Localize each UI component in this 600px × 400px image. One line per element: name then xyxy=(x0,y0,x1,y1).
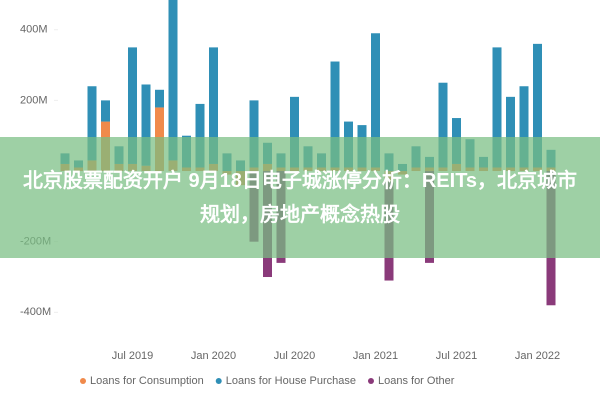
y-tick-label: 400M xyxy=(20,24,48,36)
bar-segment xyxy=(249,100,259,168)
legend-marker xyxy=(80,378,86,384)
bar-segment xyxy=(533,43,542,168)
bar-segment xyxy=(519,86,529,168)
bar-segment xyxy=(290,96,299,168)
banner: 北京股票配资开户 9月18日电子城涨停分析：REITs，北京城市规划，房地产概念… xyxy=(0,137,600,258)
y-tick-label: 200M xyxy=(20,94,48,106)
bar-segment xyxy=(101,100,110,122)
legend-label: Loans for Consumption xyxy=(90,375,204,387)
bar-segment xyxy=(87,86,97,161)
x-tick-label: Jul 2019 xyxy=(112,350,154,362)
bar-segment xyxy=(506,96,515,168)
bar-segment xyxy=(168,0,178,161)
banner-text: 北京股票配资开户 9月18日电子城涨停分析：REITs，北京城市规划，房地产概念… xyxy=(22,169,578,226)
bar-segment xyxy=(209,47,218,164)
bar-segment xyxy=(128,47,137,164)
legend-marker xyxy=(215,378,222,384)
x-tick-label: Jan 2020 xyxy=(191,350,236,362)
legend-label: Loans for Other xyxy=(378,375,455,387)
bar-segment xyxy=(371,33,380,168)
x-tick-label: Jul 2021 xyxy=(436,350,478,362)
x-tick-label: Jan 2021 xyxy=(353,350,398,362)
bar-segment xyxy=(141,84,151,166)
y-tick-label: -400M xyxy=(20,306,51,318)
legend-label: Loans for House Purchase xyxy=(226,375,356,387)
x-tick-label: Jul 2020 xyxy=(274,350,316,362)
bar-segment xyxy=(330,61,340,168)
bar-segment xyxy=(438,82,448,168)
bar-segment xyxy=(155,89,164,108)
x-tick-label: Jan 2022 xyxy=(515,350,560,362)
bar-segment xyxy=(195,103,205,168)
bar-segment xyxy=(492,47,502,168)
legend-marker xyxy=(367,378,374,384)
